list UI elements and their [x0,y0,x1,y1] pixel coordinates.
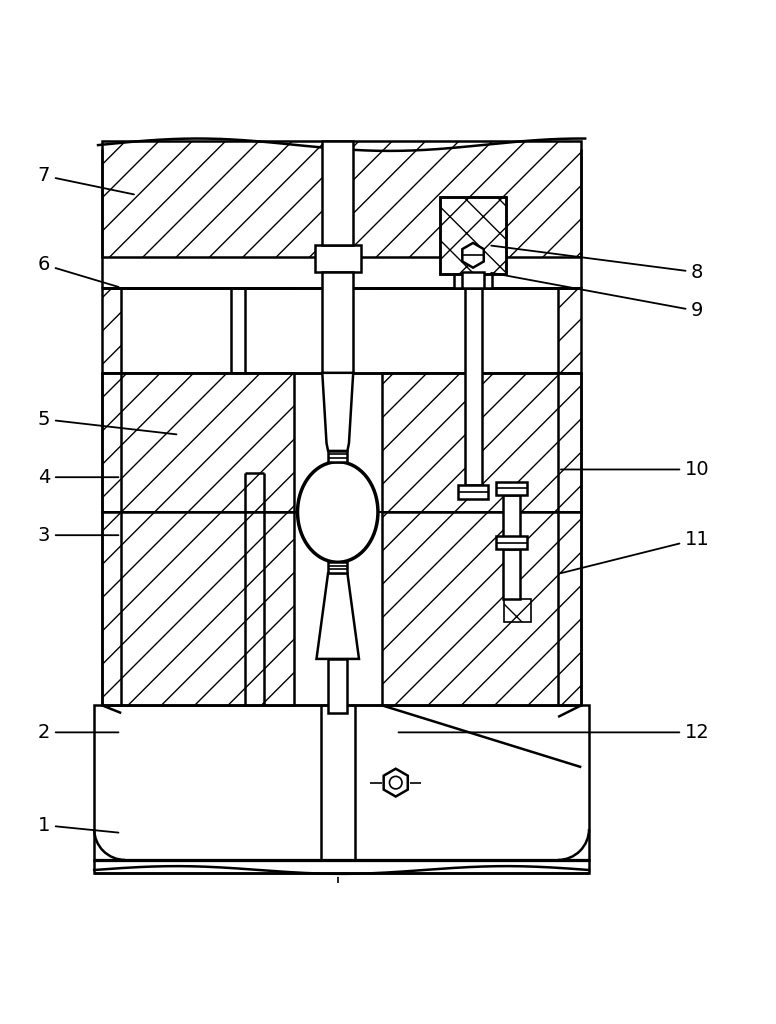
Bar [459,485,488,499]
Bar [558,288,581,373]
Bar [496,482,527,495]
Bar [328,451,348,462]
Polygon shape [383,769,407,797]
Bar [465,288,482,485]
Bar [314,245,361,272]
Text: 6: 6 [38,255,119,287]
Bar [503,495,520,545]
Bar [94,860,589,873]
Text: 2: 2 [38,723,119,741]
Bar [462,272,484,288]
Bar [496,537,527,549]
Text: 7: 7 [38,166,134,195]
Text: 1: 1 [38,816,119,835]
Bar [102,141,581,257]
Bar [503,549,520,599]
Bar [382,512,581,706]
Bar [102,512,293,706]
Text: 12: 12 [399,723,710,741]
Bar [467,273,480,288]
Bar [102,288,121,373]
Polygon shape [322,373,353,451]
Bar [328,562,348,573]
Bar [440,197,506,273]
Polygon shape [462,243,483,267]
Bar [322,272,353,373]
Bar [94,706,589,860]
Bar [102,373,293,512]
Text: 10: 10 [561,460,709,479]
Text: 5: 5 [38,410,176,434]
Bar [455,273,492,288]
Text: 3: 3 [38,525,119,545]
Bar [440,197,506,273]
Text: 4: 4 [38,468,119,486]
Text: 8: 8 [491,246,704,282]
Bar [382,373,581,512]
Bar [328,658,348,713]
Bar [322,141,353,245]
Ellipse shape [297,462,378,562]
Bar [504,599,531,623]
Text: 11: 11 [561,529,710,573]
Circle shape [390,776,402,788]
Text: 9: 9 [491,272,704,321]
Polygon shape [317,573,359,658]
